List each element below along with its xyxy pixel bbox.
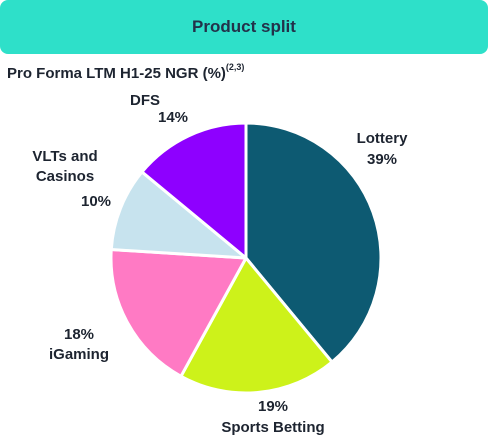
label-sports-betting-name: Sports Betting: [221, 419, 324, 436]
label-igaming-name: iGaming: [49, 346, 109, 363]
label-vlts-value: 10%: [81, 193, 111, 210]
pie-slice-lottery: [244, 121, 383, 364]
label-sports-betting-value: 19%: [258, 398, 288, 415]
label-vlts-name-line2: Casinos: [36, 168, 94, 185]
pie-slice-vlts-and-casinos: [109, 170, 248, 260]
label-vlts-name-line1: VLTs and: [32, 148, 97, 165]
pie-slices: [109, 121, 383, 395]
chart-header: Product split: [0, 0, 488, 54]
label-igaming-value: 18%: [64, 326, 94, 343]
label-lottery-name: Lottery: [357, 130, 408, 147]
header-title: Product split: [192, 17, 296, 36]
label-dfs-value: 14%: [158, 109, 188, 126]
pie-slice-dfs: [140, 121, 248, 260]
pie-slice-sports-betting: [179, 256, 334, 395]
pie-slice-igaming: [109, 248, 248, 378]
subtitle-text: Pro Forma LTM H1-25 NGR (%): [7, 65, 226, 82]
chart-subtitle: Pro Forma LTM H1-25 NGR (%)(2,3): [7, 62, 245, 82]
label-dfs-name: DFS: [130, 92, 160, 109]
label-lottery-value: 39%: [367, 151, 397, 168]
subtitle-footnote: (2,3): [225, 62, 245, 72]
